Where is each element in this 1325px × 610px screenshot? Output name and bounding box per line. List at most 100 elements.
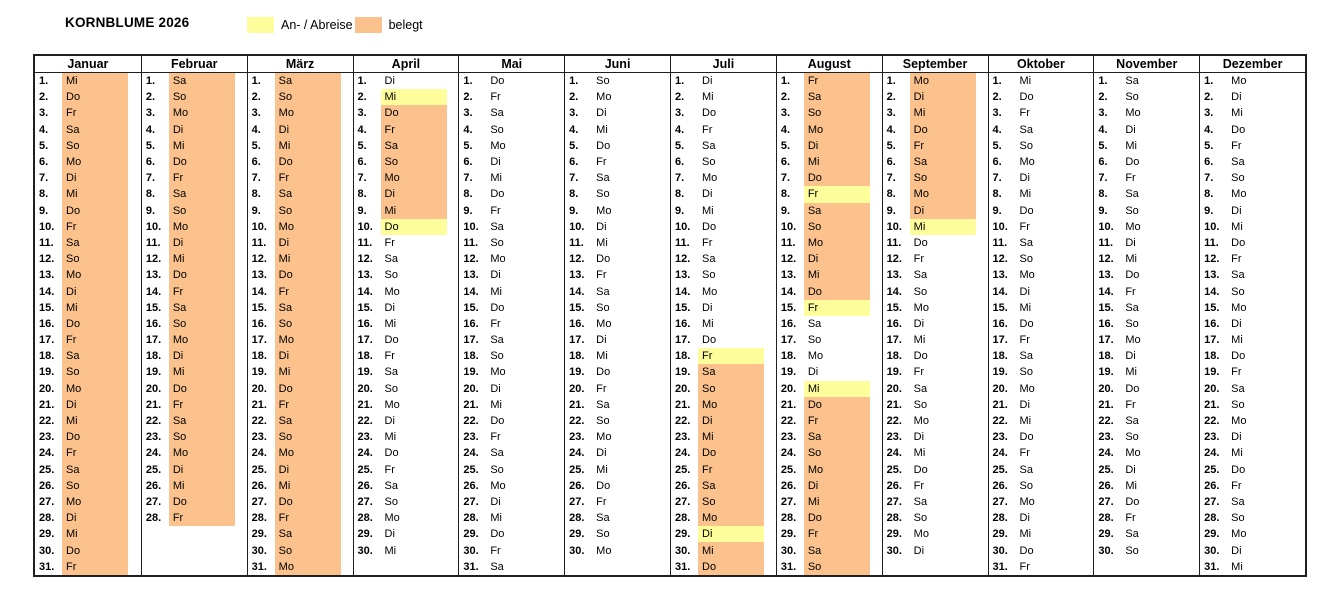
day-row: 16. Di xyxy=(1200,316,1305,332)
day-number: 3. xyxy=(463,107,473,120)
row-spacer xyxy=(128,138,141,154)
day-row: 8. Di xyxy=(671,186,776,202)
day-number: 4. xyxy=(569,123,579,136)
day-row: 2. So xyxy=(142,89,247,106)
day-number: 28. xyxy=(992,512,1008,525)
day-weekday-cell: Di xyxy=(702,75,713,88)
day-row: 29. Mo xyxy=(1200,526,1305,542)
row-spacer xyxy=(1293,462,1305,478)
day-weekday-cell: So xyxy=(698,380,764,397)
day-row: 8. Do xyxy=(459,186,564,202)
day-number: 13. xyxy=(251,269,267,282)
day-row: 8. Sa xyxy=(1094,186,1199,202)
day-weekday-cell: So xyxy=(168,202,235,219)
day-number: 20. xyxy=(992,382,1008,395)
day-number: 9. xyxy=(39,204,49,217)
row-spacer xyxy=(341,478,353,494)
day-weekday-cell: Di xyxy=(1125,463,1136,476)
day-row: 9. Mo xyxy=(565,203,670,219)
row-spacer xyxy=(976,397,988,413)
day-row: 15. Sa xyxy=(142,299,247,316)
day-weekday-cell: Do xyxy=(62,202,128,219)
day-weekday-cell: Di xyxy=(384,528,395,541)
day-weekday-cell: Sa xyxy=(698,364,764,381)
row-spacer xyxy=(870,397,882,413)
day-number: 12. xyxy=(1204,253,1220,266)
row-spacer xyxy=(447,316,459,332)
day-number: 22. xyxy=(1204,415,1220,428)
day-weekday-cell: Do xyxy=(698,558,764,575)
day-number: 15. xyxy=(569,301,585,314)
day-number: 31. xyxy=(780,560,797,573)
day-row xyxy=(142,559,247,575)
row-spacer xyxy=(1293,219,1305,235)
day-weekday-cell: Mo xyxy=(913,415,929,428)
row-spacer xyxy=(1082,478,1094,494)
day-weekday-cell: Mi xyxy=(1231,447,1243,460)
row-spacer xyxy=(235,316,247,332)
day-weekday-cell: Fr xyxy=(1231,253,1242,266)
day-weekday-cell: Di xyxy=(490,382,501,395)
day-weekday-cell: So xyxy=(909,170,976,187)
day-row: 9. Do xyxy=(35,202,141,219)
day-weekday-cell: Fr xyxy=(596,495,607,508)
day-row: 31. So xyxy=(777,558,882,575)
day-weekday-cell: Mi xyxy=(490,172,502,185)
row-spacer xyxy=(764,267,776,283)
day-row: 22. Sa xyxy=(248,412,353,430)
day-weekday-cell: Sa xyxy=(807,317,822,330)
day-number: 6. xyxy=(675,156,685,169)
day-weekday-cell: Fr xyxy=(274,510,341,527)
day-weekday-cell: Fr xyxy=(1019,107,1030,120)
row-spacer xyxy=(1293,510,1305,526)
row-spacer xyxy=(1082,462,1094,478)
day-number: 18. xyxy=(1204,350,1220,363)
day-weekday-cell: Do xyxy=(1125,495,1140,508)
row-spacer xyxy=(552,462,564,478)
day-row: 28. Mo xyxy=(671,510,776,527)
day-number: 20. xyxy=(357,382,373,395)
day-number: 23. xyxy=(780,431,797,444)
day-row: 5. Fr xyxy=(883,137,988,154)
day-row: 31. Sa xyxy=(459,559,564,575)
day-weekday-cell: Di xyxy=(596,334,607,347)
day-row: 30. Mi xyxy=(354,542,459,558)
day-weekday-cell: Sa xyxy=(1125,528,1139,541)
row-spacer xyxy=(1293,494,1305,510)
day-weekday-cell: Sa xyxy=(490,334,504,347)
day-weekday-cell: Di xyxy=(274,348,341,365)
day-number: 23. xyxy=(145,431,162,444)
day-number: 23. xyxy=(886,431,902,444)
day-row: 9. Do xyxy=(989,203,1094,219)
day-weekday-cell: Fr xyxy=(490,431,501,444)
row-spacer xyxy=(1187,332,1199,348)
row-spacer xyxy=(1187,73,1199,89)
day-number: 11. xyxy=(463,236,479,249)
day-weekday-cell: Sa xyxy=(1231,156,1245,169)
day-row: 20. So xyxy=(354,381,459,397)
day-number: 21. xyxy=(251,398,267,411)
day-row: 7. So xyxy=(1200,170,1305,186)
row-spacer xyxy=(447,154,459,170)
day-number: 6. xyxy=(251,156,261,169)
row-spacer xyxy=(764,73,776,89)
day-weekday-cell: Sa xyxy=(274,186,341,203)
day-weekday-cell: Sa xyxy=(168,186,235,203)
day-number: 21. xyxy=(1098,398,1114,411)
day-number: 26. xyxy=(886,479,902,492)
row-spacer xyxy=(128,332,141,348)
day-number: 14. xyxy=(145,285,162,298)
day-number: 26. xyxy=(145,479,162,492)
day-number: 6. xyxy=(357,156,367,169)
row-spacer xyxy=(764,300,776,316)
day-weekday-cell: Mi xyxy=(490,512,502,525)
day-number: 29. xyxy=(675,528,691,541)
day-number: 25. xyxy=(569,463,585,476)
row-spacer xyxy=(552,235,564,251)
day-number: 25. xyxy=(251,463,267,476)
day-weekday-cell: Do xyxy=(1125,382,1140,395)
day-row: 14. Mo xyxy=(354,283,459,299)
day-row: 2. Mo xyxy=(565,89,670,105)
day-row: 15. Sa xyxy=(1094,300,1199,316)
day-weekday-cell: Do xyxy=(384,447,399,460)
